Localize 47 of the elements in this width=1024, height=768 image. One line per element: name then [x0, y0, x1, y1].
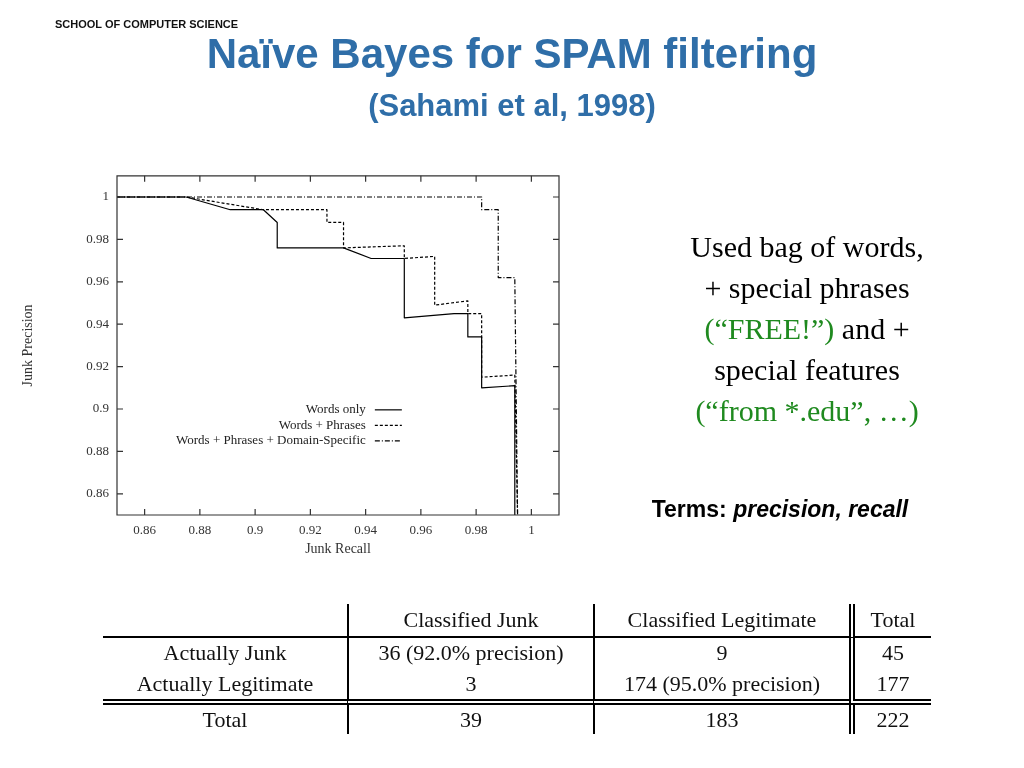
text: 3 [347, 668, 593, 705]
text: 174 (95.0% precision) [593, 668, 849, 705]
x-tick-label: 0.92 [299, 522, 322, 538]
y-tick-label: 1 [102, 188, 109, 204]
x-tick-label: 1 [528, 522, 535, 538]
legend-label: Words only [305, 401, 367, 417]
text: Total [201, 705, 249, 734]
x-tick-label: 0.94 [354, 522, 378, 538]
text: Total [849, 604, 931, 638]
y-tick-label: 0.96 [86, 273, 110, 289]
y-tick-label: 0.9 [92, 400, 109, 416]
y-tick-label: 0.92 [86, 358, 109, 374]
y-axis-title: Junk Precision [20, 304, 36, 387]
chart-title: Naïve Bayes for SPAM filtering [205, 30, 819, 78]
x-tick-label: 0.96 [409, 522, 433, 538]
text: + special phrases [704, 271, 910, 304]
text: 39 [347, 705, 593, 734]
text: Classified Legitimate [593, 604, 849, 638]
x-tick-label: 0.98 [464, 522, 488, 538]
text: 45 [849, 638, 931, 668]
y-tick-label: 0.98 [86, 230, 109, 246]
y-tick-label: 0.94 [86, 315, 110, 331]
text: special features [714, 353, 900, 386]
text: Actually Junk [162, 639, 288, 667]
text: Classified Junk [347, 604, 593, 638]
legend-label: Words + Phrases [278, 416, 366, 432]
text: (“from *.edu”, …) [695, 394, 919, 427]
x-tick-label: 0.9 [247, 522, 264, 538]
x-tick-label: 0.88 [188, 522, 212, 538]
text: 222 [849, 705, 931, 734]
chart-subtitle: (Sahami et al, 1998) [367, 88, 657, 124]
text: 36 (92.0% precision) [347, 638, 593, 668]
text: Terms: [651, 496, 727, 522]
legend-label: Words + Phrases + Domain-Specific [176, 432, 367, 448]
text: 183 [593, 705, 849, 734]
text: 177 [849, 668, 931, 705]
text: 9 [593, 638, 849, 668]
y-tick-label: 0.86 [86, 485, 110, 501]
x-tick-label: 0.86 [133, 522, 157, 538]
text: and + [841, 312, 910, 345]
text: Actually Legitimate [103, 668, 347, 705]
text: Used bag of words, [690, 230, 924, 263]
y-tick-label: 0.88 [86, 442, 109, 458]
text: SCHOOL OF COMPUTER SCIENCE [55, 18, 239, 30]
text: (“FREE!”) [704, 312, 835, 345]
text: precision, recall [733, 496, 909, 522]
x-axis-title: Junk Recall [305, 541, 371, 557]
